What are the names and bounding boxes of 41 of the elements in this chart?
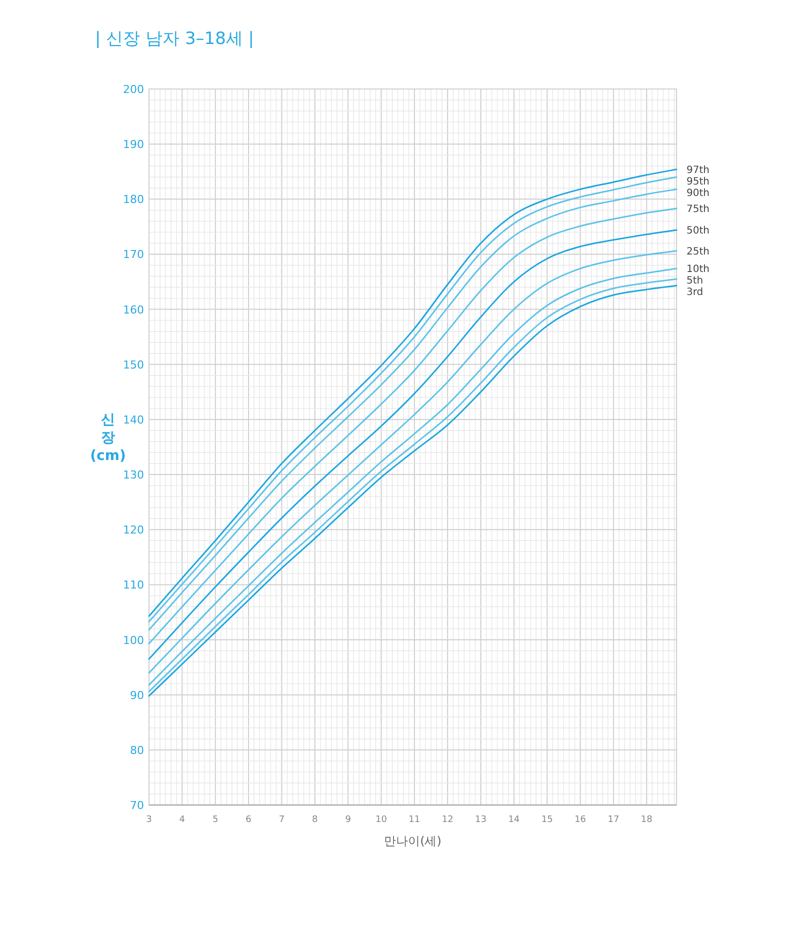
- y-tick-label: 130: [123, 468, 144, 482]
- y-tick-label: 160: [123, 303, 144, 316]
- x-tick-label: 3: [146, 815, 152, 825]
- series-label: 10th: [686, 264, 710, 276]
- x-tick-label: 18: [640, 815, 653, 825]
- x-tick-label: 5: [212, 815, 218, 825]
- y-tick-label: 90: [130, 688, 144, 702]
- x-tick-label: 7: [278, 815, 285, 825]
- y-tick-label: 70: [130, 799, 144, 812]
- series-label: 90th: [686, 188, 710, 199]
- x-tick-label: 16: [574, 815, 586, 825]
- x-tick-label: 4: [179, 815, 186, 825]
- y-tick-label: 170: [123, 248, 144, 262]
- x-tick-label: 6: [246, 815, 252, 825]
- x-tick-label: 9: [345, 815, 352, 825]
- series-label: 97th: [686, 164, 710, 176]
- y-tick-label: 140: [123, 413, 144, 426]
- y-tick-label: 80: [130, 744, 144, 757]
- y-tick-label: 120: [123, 524, 144, 537]
- x-tick-label: 11: [408, 815, 420, 825]
- series-label: 5th: [686, 276, 704, 287]
- x-tick-label: 10: [376, 815, 388, 825]
- y-tick-label: 200: [123, 83, 144, 96]
- x-tick-label: 14: [508, 815, 520, 825]
- x-tick-label: 12: [442, 815, 454, 825]
- series-label: 3rd: [686, 287, 704, 298]
- series-label: 50th: [686, 225, 710, 236]
- chart-title: | 신장 남자 3–18세 |: [95, 29, 254, 49]
- x-axis-title: 만나이(세): [384, 834, 442, 848]
- y-tick-label: 180: [123, 193, 144, 206]
- y-tick-label: 110: [123, 578, 144, 592]
- x-tick-label: 13: [475, 815, 486, 825]
- series-label: 75th: [686, 204, 710, 216]
- y-tick-label: 190: [123, 138, 144, 152]
- x-tick-label: 15: [541, 815, 553, 825]
- x-tick-label: 17: [608, 815, 620, 825]
- series-label: 95th: [686, 176, 710, 188]
- y-tick-label: 100: [123, 634, 144, 647]
- y-tick-label: 150: [123, 358, 144, 372]
- series-label: 25th: [686, 246, 710, 258]
- x-tick-label: 8: [312, 815, 318, 825]
